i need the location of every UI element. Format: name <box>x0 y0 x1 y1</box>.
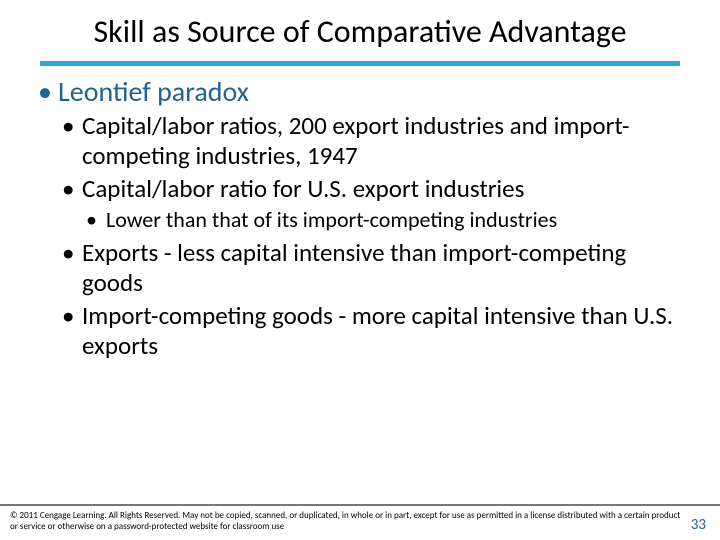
bullet-list-level3: Lower than that of its import-competing … <box>82 206 684 234</box>
bullet-text: Exports - less capital intensive than im… <box>82 237 626 299</box>
copyright-text: © 2011 Cengage Learning. All Rights Rese… <box>10 510 681 533</box>
list-item: Leontief paradox Capital/labor ratios, 2… <box>36 74 684 362</box>
bullet-text: Lower than that of its import-competing … <box>106 206 557 233</box>
bullet-text: Capital/labor ratios, 200 export industr… <box>82 110 630 172</box>
bullet-text: Capital/labor ratio for U.S. export indu… <box>82 173 524 204</box>
list-item: Lower than that of its import-competing … <box>82 206 684 234</box>
page-number: 33 <box>691 510 710 534</box>
content-area: Leontief paradox Capital/labor ratios, 2… <box>0 66 720 504</box>
bullet-text: Import-competing goods - more capital in… <box>82 300 673 362</box>
bullet-list-level1: Leontief paradox Capital/labor ratios, 2… <box>36 74 684 362</box>
list-item: Capital/labor ratios, 200 export industr… <box>58 111 684 172</box>
footer: © 2011 Cengage Learning. All Rights Rese… <box>0 506 720 540</box>
slide: Skill as Source of Comparative Advantage… <box>0 0 720 540</box>
bullet-list-level2: Capital/labor ratios, 200 export industr… <box>58 111 684 362</box>
bullet-text: Leontief paradox <box>58 74 249 109</box>
slide-title: Skill as Source of Comparative Advantage <box>40 14 680 51</box>
list-item: Import-competing goods - more capital in… <box>58 301 684 362</box>
title-block: Skill as Source of Comparative Advantage <box>0 0 720 66</box>
list-item: Capital/labor ratio for U.S. export indu… <box>58 174 684 234</box>
list-item: Exports - less capital intensive than im… <box>58 238 684 299</box>
